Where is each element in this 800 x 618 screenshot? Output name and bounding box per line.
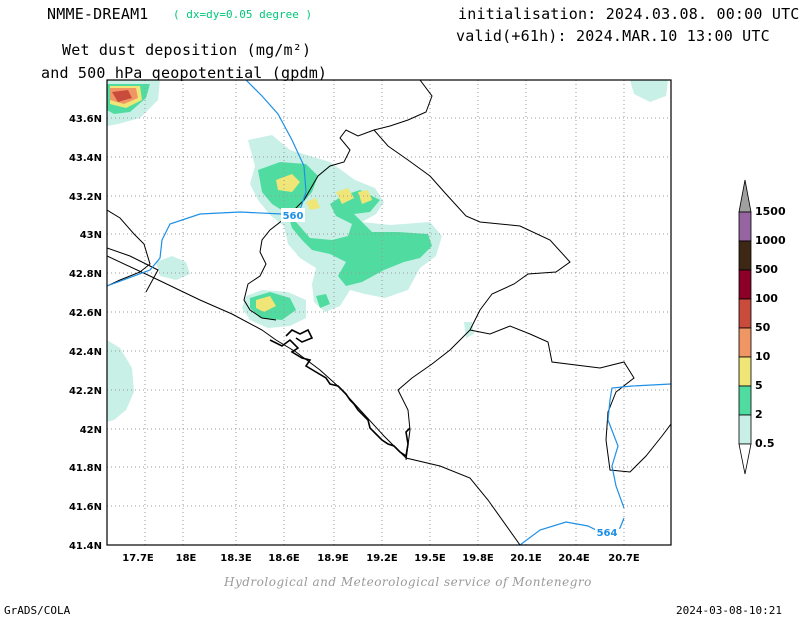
- map-frame: [106, 79, 672, 546]
- lat-label: 43.4N: [69, 153, 102, 164]
- legend-label: 1500: [755, 205, 786, 218]
- title-line-2: and 500 hPa geopotential (gpdm): [41, 64, 328, 82]
- lon-label: 20.4E: [558, 553, 590, 564]
- lon-label: 18.9E: [317, 553, 349, 564]
- legend-label: 500: [755, 263, 778, 276]
- legend-labels: 0.5 2 5 10 50 100 500 1000 1500: [755, 205, 786, 450]
- lat-label: 41.4N: [69, 541, 102, 552]
- longitude-axis: 17.7E 18E 18.3E 18.6E 18.9E 19.2E 19.5E …: [122, 553, 640, 564]
- legend-label: 50: [755, 321, 771, 334]
- lat-label: 41.6N: [69, 502, 102, 513]
- legend-swatch: [738, 414, 752, 445]
- legend-swatch: [738, 356, 752, 387]
- legend-label: 100: [755, 292, 778, 305]
- title-line-1: Wet dust deposition (mg/m²): [62, 41, 312, 59]
- legend-colorbar: [738, 179, 752, 475]
- legend-label: 5: [755, 379, 763, 392]
- legend-swatch: [738, 240, 752, 271]
- init-time: initialisation: 2024.03.08. 00:00 UTC: [458, 5, 800, 23]
- lon-label: 18.6E: [268, 553, 300, 564]
- lon-label: 19.5E: [414, 553, 446, 564]
- latitude-axis: 43.6N 43.4N 43.2N 43N 42.8N 42.6N 42.4N …: [69, 114, 102, 552]
- country-borders: [107, 80, 671, 545]
- contour-label-564: 564: [597, 528, 618, 539]
- lon-label: 17.7E: [122, 553, 154, 564]
- lat-label: 42.2N: [69, 386, 102, 397]
- lat-label: 43.6N: [69, 114, 102, 125]
- grid-lines: [107, 80, 671, 545]
- lat-label: 42.6N: [69, 308, 102, 319]
- lat-label: 41.8N: [69, 463, 102, 474]
- coastline: [269, 328, 411, 458]
- lon-label: 18.3E: [220, 553, 252, 564]
- legend-swatch: [738, 298, 752, 329]
- legend-label: 1000: [755, 234, 786, 247]
- contour-label-560: 560: [283, 211, 304, 222]
- lon-label: 20.1E: [510, 553, 542, 564]
- lat-label: 43.2N: [69, 192, 102, 203]
- legend-label: 0.5: [755, 437, 775, 450]
- model-name: NMME-DREAM1: [47, 5, 149, 23]
- lon-label: 20.7E: [608, 553, 640, 564]
- legend-bottom-arrow: [738, 443, 752, 475]
- lon-label: 19.2E: [366, 553, 398, 564]
- lat-label: 43N: [80, 230, 102, 241]
- legend-swatch: [738, 327, 752, 358]
- resolution-label: ( dx=dy=0.05 degree ): [173, 8, 313, 21]
- legend-swatch: [738, 211, 752, 242]
- lat-label: 42.4N: [69, 347, 102, 358]
- timestamp-label: 2024-03-08-10:21: [676, 604, 782, 617]
- lon-label: 18E: [176, 553, 197, 564]
- legend-label: 2: [755, 408, 763, 421]
- credit-text: Hydrological and Meteorological service …: [224, 575, 592, 589]
- software-label: GrADS/COLA: [4, 604, 71, 617]
- lat-label: 42N: [80, 425, 102, 436]
- deposition-field: [107, 80, 668, 422]
- lon-label: 19.8E: [462, 553, 494, 564]
- lat-label: 42.8N: [69, 269, 102, 280]
- legend-swatch: [738, 385, 752, 416]
- legend-top-arrow: [738, 179, 752, 213]
- valid-time: valid(+61h): 2024.MAR.10 13:00 UTC: [456, 27, 770, 45]
- legend-swatch: [738, 269, 752, 300]
- legend-label: 10: [755, 350, 771, 363]
